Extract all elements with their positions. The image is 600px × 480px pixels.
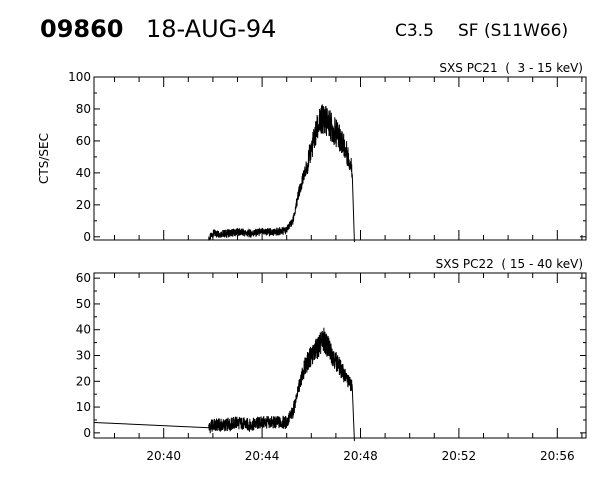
event-date: 18-AUG-94 xyxy=(146,15,277,43)
x-tick-label: 20:40 xyxy=(146,449,181,463)
panel-title: SXS PC22 ( 15 - 40 keV) xyxy=(436,257,583,271)
panel-title: SXS PC21 ( 3 - 15 keV) xyxy=(439,61,583,75)
y-tick-label: 20 xyxy=(76,374,91,388)
x-tick-label: 20:56 xyxy=(540,449,575,463)
y-tick-label: 10 xyxy=(76,400,91,414)
series-line xyxy=(93,327,355,442)
plot-frame xyxy=(93,76,587,241)
y-tick-label: 0 xyxy=(83,230,91,244)
y-tick-label: 40 xyxy=(76,323,91,337)
plot-frame xyxy=(93,272,587,439)
chart-panel-2: SXS PC22 ( 15 - 40 keV) 0 10 20 30 40 50 60 20:4… xyxy=(76,257,587,463)
goes-class: C3.5 xyxy=(395,21,434,41)
y-tick-label: 50 xyxy=(76,297,91,311)
y-tick-label: 80 xyxy=(76,102,91,116)
x-tick-label: 20:52 xyxy=(442,449,477,463)
y-tick-label: 60 xyxy=(76,134,91,148)
y-tick-label: 30 xyxy=(76,349,91,363)
series-line xyxy=(94,104,355,243)
y-tick-label: 20 xyxy=(76,198,91,212)
y-tick-label: 40 xyxy=(76,166,91,180)
x-tick-label: 20:44 xyxy=(245,449,280,463)
y-tick-label: 100 xyxy=(68,70,91,84)
x-tick-label: 20:48 xyxy=(343,449,378,463)
y-tick-label: 0 xyxy=(83,426,91,440)
y-axis-label: CTS/SEC xyxy=(37,133,51,184)
event-id: 09860 xyxy=(40,15,124,43)
chart-panel-1: SXS PC21 ( 3 - 15 keV) 0 20 40 60 80 100 CTS/SE… xyxy=(37,61,587,244)
flare-location: SF (S11W66) xyxy=(458,21,569,41)
y-tick-label: 60 xyxy=(76,271,91,285)
